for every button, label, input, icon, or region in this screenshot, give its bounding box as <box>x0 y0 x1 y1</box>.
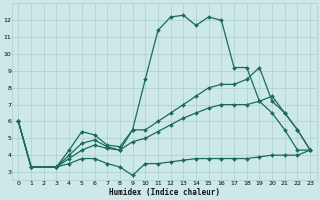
X-axis label: Humidex (Indice chaleur): Humidex (Indice chaleur) <box>109 188 220 197</box>
